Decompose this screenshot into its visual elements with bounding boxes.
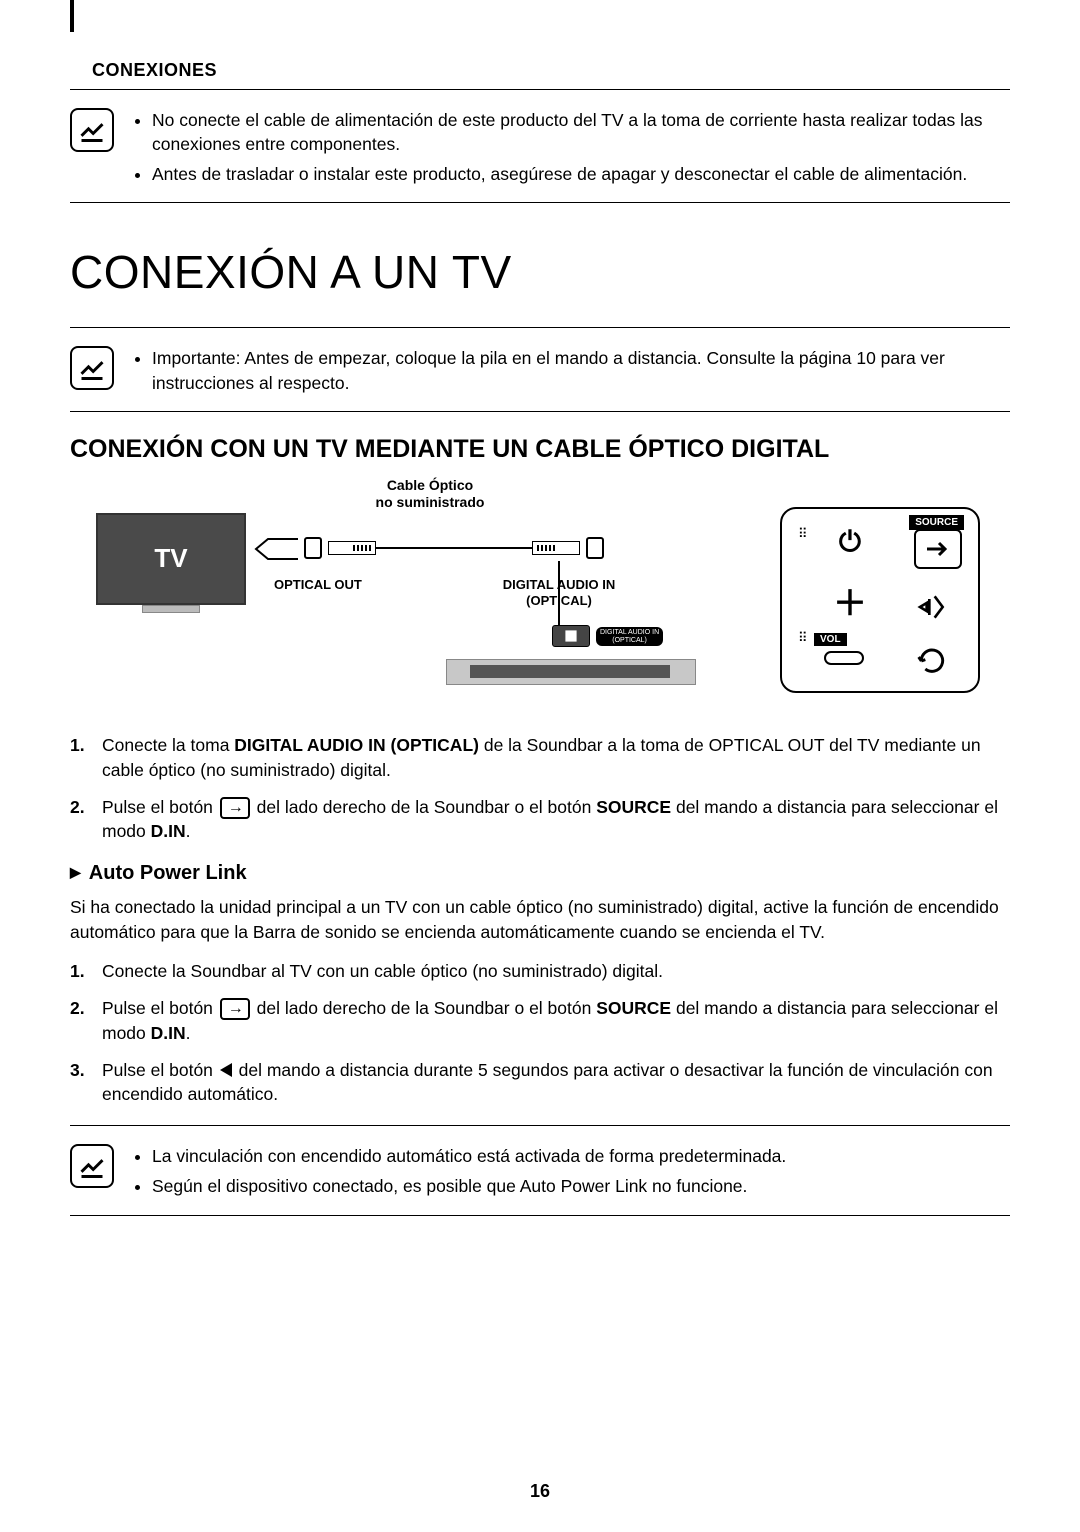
text: Pulse el botón [102, 998, 218, 1018]
tv-box: TV [96, 513, 246, 605]
braille-dots: ⠿ [798, 631, 808, 644]
note-item: No conecte el cable de alimentación de e… [152, 108, 1010, 156]
text: . [186, 821, 191, 841]
cable-label-line: Cable Óptico [387, 477, 473, 493]
text-bold: D.IN [151, 821, 186, 841]
page-title: CONEXIÓN A UN TV [70, 245, 1010, 299]
step-item: Pulse el botón del lado derecho de la So… [70, 996, 1010, 1046]
divider [70, 1215, 1010, 1216]
note-list: Importante: Antes de empezar, coloque la… [132, 346, 1010, 400]
page-number: 16 [0, 1481, 1080, 1502]
text: Pulse el botón [102, 1060, 218, 1080]
left-arrow-icon [220, 1063, 232, 1077]
cable-plug-icon [328, 541, 376, 555]
connector-icon [304, 537, 322, 559]
text: del lado derecho de la Soundbar o el bot… [252, 998, 596, 1018]
note-item: Importante: Antes de empezar, coloque la… [152, 346, 1010, 394]
tv-stand [142, 605, 200, 613]
label-line: DIGITAL AUDIO IN [600, 629, 659, 636]
source-button-icon [220, 998, 250, 1020]
divider [70, 411, 1010, 412]
text-bold: DIGITAL AUDIO IN (OPTICAL) [234, 735, 479, 755]
vol-badge: VOL [814, 633, 847, 646]
subsection-heading: Auto Power Link [70, 862, 1010, 885]
step-item: Conecte la toma DIGITAL AUDIO IN (OPTICA… [70, 733, 1010, 783]
source-icon [914, 529, 962, 569]
label-line: (OPTICAL) [612, 637, 647, 644]
remote-control: SOURCE ⠿ ⏻ ＋ ⠿ VOL [780, 507, 980, 693]
sound-mode-icon [910, 585, 954, 629]
pill-button-icon [824, 651, 864, 665]
text-bold: D.IN [151, 1023, 186, 1043]
note-icon [70, 346, 114, 390]
source-button-icon [220, 797, 250, 819]
steps-list-2: Conecte la Soundbar al TV con un cable ó… [70, 959, 1010, 1107]
text: . [186, 1023, 191, 1043]
soundbar-port-icon [552, 625, 590, 647]
step-item: Pulse el botón del lado derecho de la So… [70, 795, 1010, 845]
text: del lado derecho de la Soundbar o el bot… [252, 797, 596, 817]
cable-plug-icon [532, 541, 580, 555]
page-crop-mark [70, 0, 74, 32]
text: del mando a distancia durante 5 segundos… [102, 1060, 993, 1105]
bracket-icon [248, 537, 298, 561]
connector-line [558, 561, 560, 625]
text-bold: SOURCE [596, 797, 671, 817]
note-list: No conecte el cable de alimentación de e… [132, 108, 1010, 192]
braille-dots: ⠿ [798, 527, 808, 540]
note-item: Antes de trasladar o instalar este produ… [152, 162, 1010, 186]
note-block-3: La vinculación con encendido automático … [70, 1144, 1010, 1204]
power-icon: ⏻ [828, 521, 872, 565]
repeat-icon [910, 639, 954, 683]
text: Pulse el botón [102, 797, 218, 817]
divider [70, 327, 1010, 328]
text-bold: SOURCE [596, 998, 671, 1018]
step-item: Conecte la Soundbar al TV con un cable ó… [70, 959, 1010, 984]
note-item: Según el dispositivo conectado, es posib… [152, 1174, 1010, 1198]
sub-heading: CONEXIÓN CON UN TV MEDIANTE UN CABLE ÓPT… [70, 434, 1010, 465]
connector-icon [586, 537, 604, 559]
cable-line [376, 547, 532, 549]
soundbar-slot [470, 665, 670, 678]
soundbar: DIGITAL AUDIO IN (OPTICAL) [446, 625, 696, 695]
steps-list-1: Conecte la toma DIGITAL AUDIO IN (OPTICA… [70, 733, 1010, 844]
soundbar-port-label: DIGITAL AUDIO IN (OPTICAL) [596, 627, 663, 646]
note-block-2: Importante: Antes de empezar, coloque la… [70, 346, 1010, 400]
section-header: CONEXIONES [70, 60, 1010, 81]
note-list: La vinculación con encendido automático … [132, 1144, 1010, 1204]
cable-label-line: no suministrado [376, 494, 485, 510]
cable-label: Cable Óptico no suministrado [320, 477, 540, 512]
step-item: Pulse el botón del mando a distancia dur… [70, 1058, 1010, 1108]
note-icon [70, 1144, 114, 1188]
note-item: La vinculación con encendido automático … [152, 1144, 1010, 1168]
connection-diagram: TV Cable Óptico no suministrado OPTICAL … [70, 477, 1010, 707]
note-icon [70, 108, 114, 152]
volume-up-icon: ＋ [828, 579, 872, 623]
note-block-1: No conecte el cable de alimentación de e… [70, 108, 1010, 192]
divider [70, 202, 1010, 203]
text: Conecte la toma [102, 735, 234, 755]
divider [70, 89, 1010, 90]
divider [70, 1125, 1010, 1126]
optical-out-label: OPTICAL OUT [274, 577, 362, 592]
source-badge: SOURCE [909, 515, 964, 530]
body-paragraph: Si ha conectado la unidad principal a un… [70, 895, 1010, 945]
